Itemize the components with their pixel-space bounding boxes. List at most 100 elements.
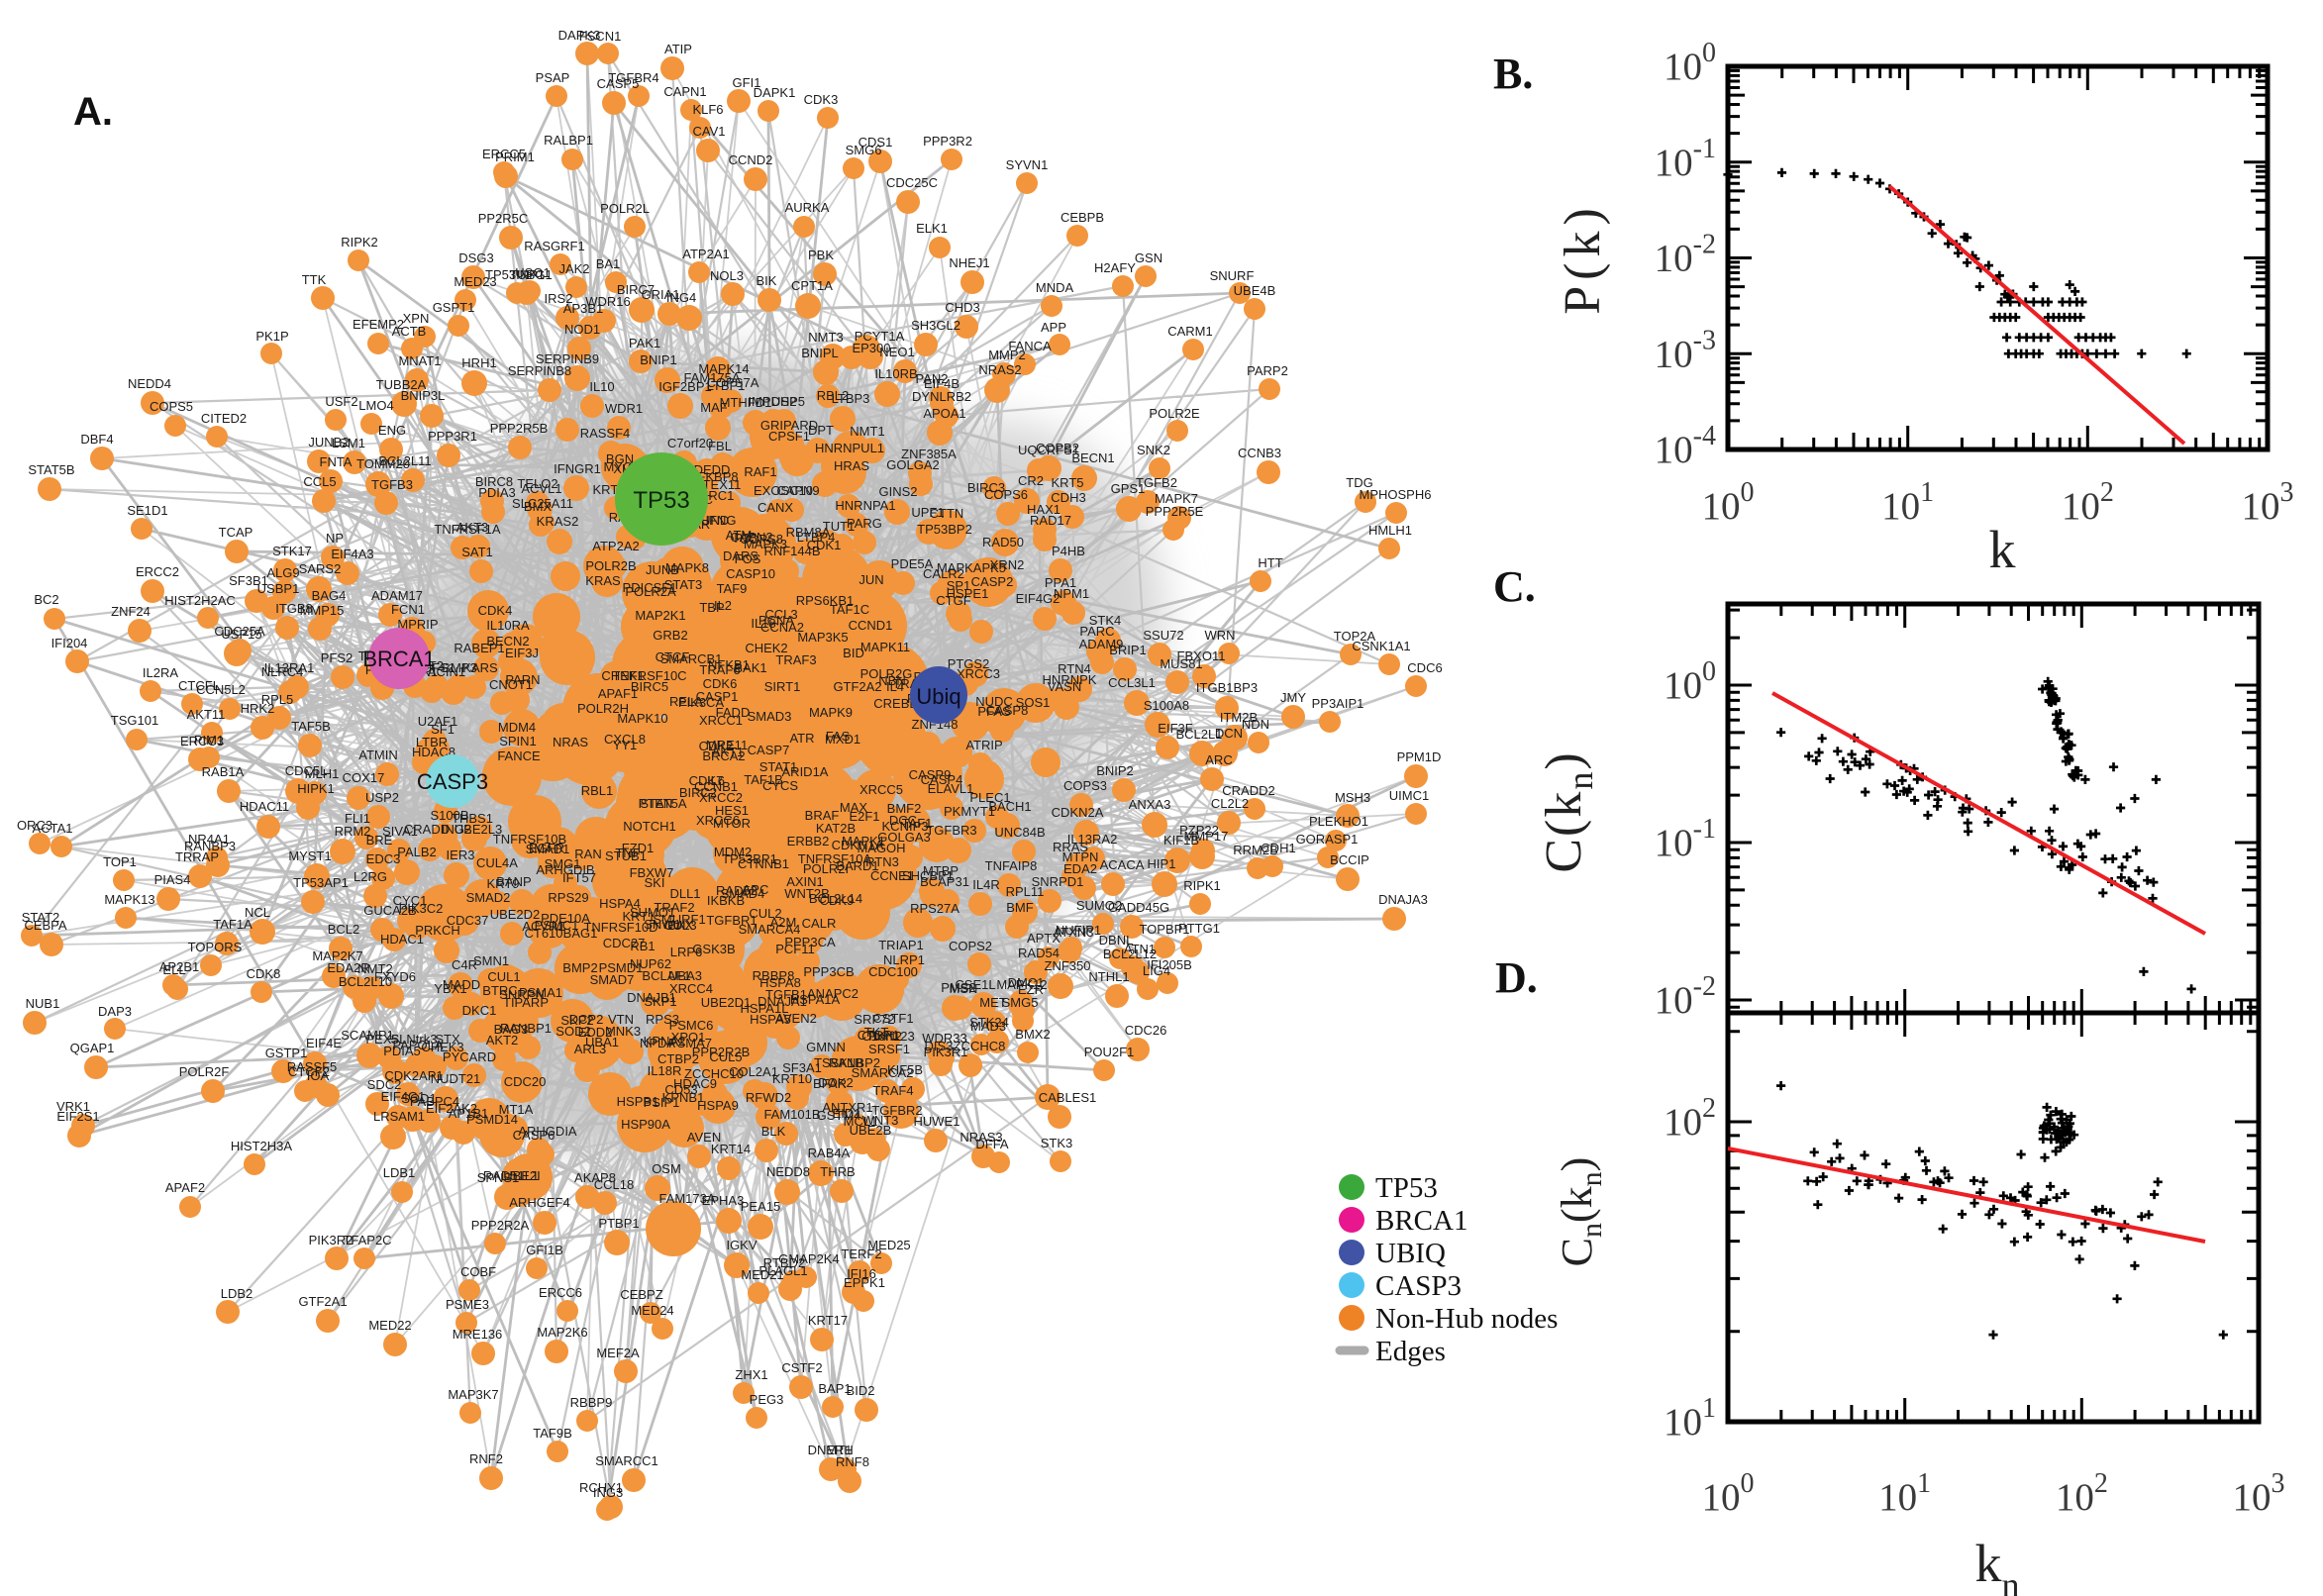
svg-text:EDC3: EDC3 <box>366 851 401 866</box>
svg-text:E2F1: E2F1 <box>849 809 879 824</box>
svg-text:TELO2: TELO2 <box>517 476 557 491</box>
svg-text:XRCC2: XRCC2 <box>699 790 743 805</box>
svg-text:NOD1: NOD1 <box>564 322 600 337</box>
svg-text:SE1D1: SE1D1 <box>127 503 167 518</box>
svg-text:APTX: APTX <box>1027 931 1060 946</box>
svg-text:XRN2: XRN2 <box>990 557 1025 572</box>
svg-text:CTGF: CTGF <box>936 593 970 608</box>
svg-text:TP53: TP53 <box>1375 1172 1438 1204</box>
svg-text:LTBP3: LTBP3 <box>832 391 870 406</box>
svg-text:BMP3: BMP3 <box>442 660 476 675</box>
svg-text:PCF11: PCF11 <box>775 942 815 956</box>
svg-text:MED23: MED23 <box>454 274 496 289</box>
svg-text:STAT3: STAT3 <box>664 577 703 592</box>
svg-text:QGAP1: QGAP1 <box>70 1041 115 1055</box>
svg-text:U2AF1: U2AF1 <box>418 714 457 729</box>
svg-text:WDR1: WDR1 <box>605 401 643 416</box>
svg-text:OSM: OSM <box>652 1161 681 1176</box>
svg-text:CL2L2: CL2L2 <box>1211 796 1249 811</box>
svg-text:LTBR: LTBR <box>416 735 448 749</box>
svg-text:SMAD4: SMAD4 <box>721 886 765 901</box>
svg-text:DBNL: DBNL <box>1099 933 1134 948</box>
svg-text:MAPK12: MAPK12 <box>996 977 1047 992</box>
svg-text:NOL3: NOL3 <box>710 268 744 283</box>
svg-text:PSMC6: PSMC6 <box>669 1018 714 1033</box>
svg-text:EZR: EZR <box>1018 982 1044 997</box>
svg-text:XRCC5: XRCC5 <box>859 782 903 797</box>
svg-text:NUP62: NUP62 <box>630 956 671 971</box>
svg-text:TFAP2C: TFAP2C <box>343 1233 391 1247</box>
svg-text:DCC: DCC <box>889 813 917 828</box>
svg-text:APAF1: APAF1 <box>598 686 638 701</box>
svg-text:IL13RA2: IL13RA2 <box>1067 832 1118 847</box>
svg-text:DYNLRB2: DYNLRB2 <box>912 389 971 404</box>
svg-text:FKBP8: FKBP8 <box>697 469 738 484</box>
svg-text:Edges: Edges <box>1375 1336 1446 1367</box>
svg-text:BCLAF1: BCLAF1 <box>642 968 690 983</box>
svg-text:MADD: MADD <box>443 977 480 992</box>
svg-text:RPS29: RPS29 <box>548 890 588 905</box>
svg-text:MTBP: MTBP <box>923 863 959 878</box>
svg-text:SF1: SF1 <box>431 722 454 737</box>
svg-text:HNRNPUL1: HNRNPUL1 <box>815 441 884 455</box>
svg-text:CTCF: CTCF <box>656 649 690 664</box>
svg-text:TNFRSF10D: TNFRSF10D <box>583 920 657 935</box>
svg-text:EIF4E: EIF4E <box>306 1036 342 1050</box>
svg-text:ATRIP: ATRIP <box>965 738 1002 752</box>
svg-text:NUB1: NUB1 <box>26 996 60 1011</box>
svg-text:STK4: STK4 <box>1089 613 1122 628</box>
svg-text:VASN: VASN <box>1048 679 1081 694</box>
svg-text:ZCCHC10: ZCCHC10 <box>684 1066 744 1081</box>
svg-text:CASP8: CASP8 <box>986 703 1029 718</box>
svg-text:JUN: JUN <box>858 572 883 587</box>
svg-text:RIPK1: RIPK1 <box>1183 878 1221 893</box>
svg-text:S100A8: S100A8 <box>1144 698 1189 713</box>
svg-text:ARHGEF4: ARHGEF4 <box>509 1195 569 1210</box>
svg-text:TUT1: TUT1 <box>823 519 856 534</box>
svg-text:NLRC4: NLRC4 <box>261 664 304 679</box>
svg-text:BFAR: BFAR <box>813 1076 847 1091</box>
svg-text:ERCC6: ERCC6 <box>539 1285 582 1300</box>
svg-text:CUL3: CUL3 <box>663 918 696 933</box>
svg-text:BMF2: BMF2 <box>887 801 922 816</box>
svg-text:YY1: YY1 <box>613 738 638 752</box>
svg-text:CEBPA: CEBPA <box>24 918 66 933</box>
svg-text:BARD1: BARD1 <box>836 858 878 873</box>
svg-text:SAT1: SAT1 <box>461 545 493 559</box>
svg-text:HSPA1L: HSPA1L <box>741 1001 789 1016</box>
svg-text:WDR16: WDR16 <box>585 294 631 309</box>
svg-text:EP300: EP300 <box>852 341 890 355</box>
svg-text:HDAC1: HDAC1 <box>380 932 424 947</box>
svg-text:CCL5: CCL5 <box>303 474 336 489</box>
svg-text:GRIPARD: GRIPARD <box>760 418 818 433</box>
svg-text:TBP: TBP <box>699 600 724 615</box>
svg-text:RAD50: RAD50 <box>982 535 1024 549</box>
svg-text:ERH: ERH <box>826 1443 853 1457</box>
svg-text:BCL2L1: BCL2L1 <box>1176 727 1223 742</box>
svg-text:DOK2: DOK2 <box>818 1075 853 1090</box>
svg-text:TUBG1: TUBG1 <box>509 267 552 282</box>
svg-text:RASSF4: RASSF4 <box>580 426 631 441</box>
svg-text:RNF2: RNF2 <box>469 1451 503 1466</box>
svg-text:RPS3: RPS3 <box>646 1012 679 1027</box>
svg-text:RFWD2: RFWD2 <box>746 1090 791 1105</box>
svg-text:PAPOLA: PAPOLA <box>392 1038 443 1052</box>
svg-text:HSPA9: HSPA9 <box>697 1098 739 1113</box>
svg-text:CDK8: CDK8 <box>247 966 281 981</box>
svg-text:BAP1: BAP1 <box>818 1381 851 1396</box>
svg-text:PSAP: PSAP <box>536 70 570 85</box>
svg-text:PDICSF1: PDICSF1 <box>623 580 677 595</box>
svg-text:TSSK1B: TSSK1B <box>814 1055 863 1070</box>
svg-text:HSPA1A: HSPA1A <box>790 992 841 1007</box>
svg-text:CUL4A: CUL4A <box>476 855 518 870</box>
svg-text:CUL2: CUL2 <box>749 906 781 921</box>
svg-text:ZNF385A: ZNF385A <box>901 447 957 461</box>
svg-text:MAPK1: MAPK1 <box>842 834 885 848</box>
svg-text:NMT3: NMT3 <box>808 330 843 345</box>
svg-text:SIVA1: SIVA1 <box>382 824 418 839</box>
svg-text:RAF1: RAF1 <box>744 464 776 479</box>
svg-text:SMURF1: SMURF1 <box>653 912 705 927</box>
svg-text:GOLGA2: GOLGA2 <box>886 457 939 472</box>
svg-text:RIPK2: RIPK2 <box>341 235 378 249</box>
svg-text:UBE2D2: UBE2D2 <box>490 907 541 922</box>
